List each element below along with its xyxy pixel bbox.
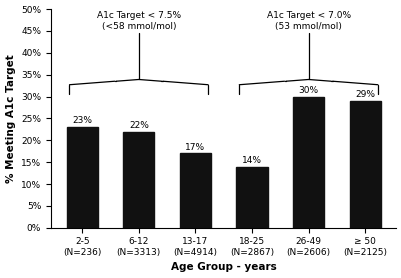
Bar [67, 127, 97, 228]
Text: A1c Target < 7.5%
(<58 mmol/mol): A1c Target < 7.5% (<58 mmol/mol) [97, 11, 180, 31]
Bar [179, 153, 211, 228]
Text: A1c Target < 7.0%
(53 mmol/mol): A1c Target < 7.0% (53 mmol/mol) [266, 11, 350, 31]
Bar [349, 101, 380, 228]
Text: 14%: 14% [241, 156, 261, 165]
Text: 17%: 17% [185, 143, 205, 152]
Bar [123, 131, 154, 228]
X-axis label: Age Group - years: Age Group - years [170, 262, 276, 272]
Bar [292, 96, 323, 228]
Text: 30%: 30% [298, 86, 318, 95]
Text: 23%: 23% [72, 116, 92, 125]
Bar [236, 167, 267, 228]
Y-axis label: % Meeting A1c Target: % Meeting A1c Target [6, 54, 16, 183]
Text: 22%: 22% [129, 121, 148, 130]
Text: 29%: 29% [354, 90, 374, 99]
